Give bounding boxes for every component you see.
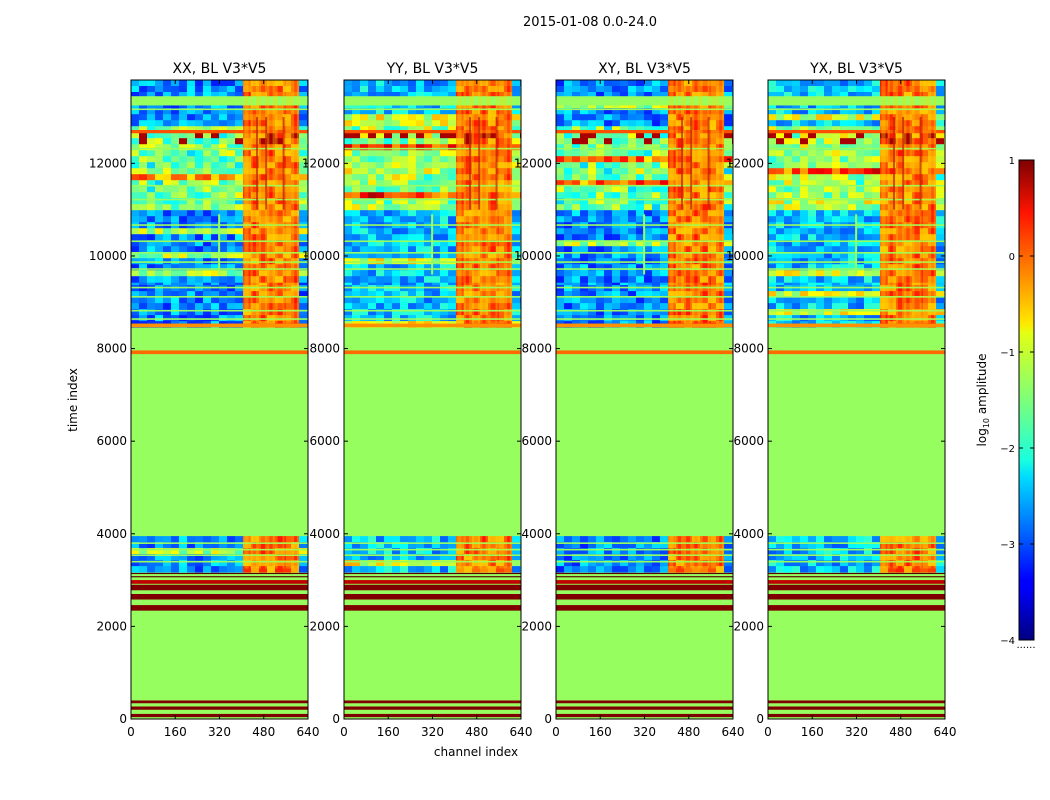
y-tick-label: 6000: [521, 434, 552, 448]
panel-image: [344, 80, 521, 719]
x-tick-label: 480: [252, 725, 275, 739]
panel-image: [556, 80, 733, 719]
x-tick-label: 320: [845, 725, 868, 739]
y-tick-label: 2000: [309, 619, 340, 633]
x-tick-label: 480: [465, 725, 488, 739]
y-tick-label: 0: [332, 712, 340, 726]
x-tick-label: 640: [510, 725, 533, 739]
y-tick-label: 2000: [96, 619, 127, 633]
panel-yx: YX, BL V3*V5 0 160 320 480 640 0 2000 4000 6000 80…: [726, 61, 957, 739]
y-axis-label: time index: [66, 368, 80, 432]
y-tick-label: 8000: [96, 342, 127, 356]
panel-yy: YY, BL V3*V5 0 160 320 480 640 0 2000 4000 6000 80…: [302, 61, 533, 739]
x-tick-label: 160: [589, 725, 612, 739]
x-tick-label: 0: [552, 725, 560, 739]
x-tick-label: 160: [164, 725, 187, 739]
y-tick-label: 10000: [89, 249, 127, 263]
y-tick-label: 6000: [96, 434, 127, 448]
panel-title: YY, BL V3*V5: [386, 61, 479, 77]
y-tick-label: 4000: [733, 527, 764, 541]
x-tick-label: 320: [208, 725, 231, 739]
y-tick-label: 10000: [514, 249, 552, 263]
x-tick-label: 640: [297, 725, 320, 739]
y-tick-label: 0: [119, 712, 127, 726]
panel-image: [768, 80, 945, 719]
y-tick-label: 0: [756, 712, 764, 726]
colorbar-label: log10 amplitude: [975, 354, 991, 447]
y-tick-label: 8000: [309, 342, 340, 356]
colorbar-tick-label: −1: [1000, 348, 1015, 359]
colorbar: −4 −3 −2 −1 0 1 log10 amplitude ......: [975, 156, 1036, 651]
y-tick-label: 10000: [726, 249, 764, 263]
panel-xx: XX, BL V3*V5 0 160 320 480 640 0 2000 4000 6000 80…: [89, 61, 320, 739]
colorbar-label-sub: 10: [982, 418, 991, 428]
y-tick-label: 12000: [89, 156, 127, 170]
y-tick-label: 2000: [521, 619, 552, 633]
y-tick-label: 6000: [733, 434, 764, 448]
x-tick-label: 480: [677, 725, 700, 739]
colorbar-label-suffix: amplitude: [975, 354, 989, 418]
y-tick-label: 4000: [96, 527, 127, 541]
x-tick-label: 0: [764, 725, 772, 739]
x-tick-label: 640: [722, 725, 745, 739]
x-tick-label: 640: [934, 725, 957, 739]
x-tick-label: 0: [340, 725, 348, 739]
colorbar-tick-label: −2: [1000, 444, 1015, 455]
panels: XX, BL V3*V5 0 160 320 480 640 0 2000 4000 6000 80…: [89, 61, 957, 739]
panel-image: [131, 80, 308, 719]
y-tick-label: 8000: [521, 342, 552, 356]
y-tick-label: 12000: [302, 156, 340, 170]
y-tick-label: 0: [544, 712, 552, 726]
colorbar-tick-label: −3: [1000, 540, 1015, 551]
colorbar-gradient: [1018, 159, 1035, 641]
y-tick-label: 10000: [302, 249, 340, 263]
panel-title: XY, BL V3*V5: [598, 61, 691, 77]
x-tick-label: 320: [633, 725, 656, 739]
x-tick-label: 480: [889, 725, 912, 739]
y-tick-label: 12000: [726, 156, 764, 170]
colorbar-tick-label: −4: [1000, 636, 1015, 647]
y-tick-label: 2000: [733, 619, 764, 633]
x-tick-label: 160: [377, 725, 400, 739]
colorbar-label-prefix: log: [975, 428, 989, 446]
y-tick-label: 8000: [733, 342, 764, 356]
colorbar-footer: ......: [1016, 640, 1035, 651]
x-tick-label: 0: [127, 725, 135, 739]
x-tick-label: 320: [421, 725, 444, 739]
y-tick-label: 6000: [309, 434, 340, 448]
colorbar-ticks: −4 −3 −2 −1 0 1: [1000, 156, 1034, 647]
y-tick-label: 4000: [309, 527, 340, 541]
panel-xy: XY, BL V3*V5 0 160 320 480 640 0 2000 4000 6000 80…: [514, 61, 745, 739]
x-tick-label: 160: [801, 725, 824, 739]
figure-title: 2015-01-08 0.0-24.0: [523, 15, 657, 30]
colorbar-tick-label: 0: [1009, 252, 1015, 263]
y-tick-label: 4000: [521, 527, 552, 541]
x-axis-label: channel index: [434, 745, 518, 759]
panel-title: XX, BL V3*V5: [173, 61, 267, 77]
colorbar-tick-label: 1: [1009, 156, 1015, 167]
panel-title: YX, BL V3*V5: [809, 61, 903, 77]
y-tick-label: 12000: [514, 156, 552, 170]
